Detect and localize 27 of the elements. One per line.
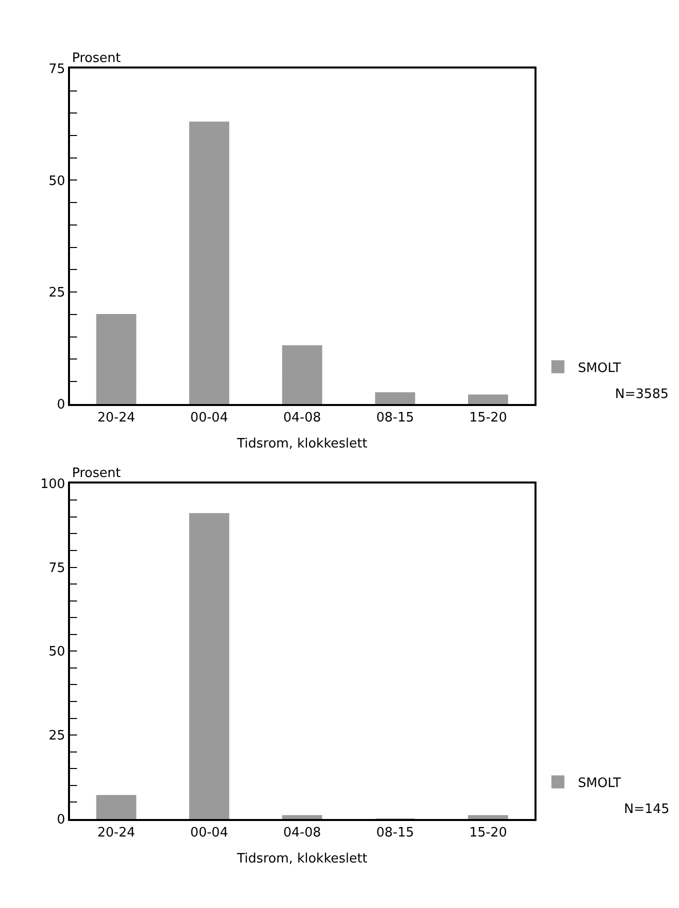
text: N=3585 xyxy=(615,387,669,402)
y-tick-label: 50 xyxy=(48,644,66,660)
y-tick-label: 0 xyxy=(56,812,66,828)
x-tick-label: 00-04 xyxy=(190,410,228,426)
y-tick-label: 100 xyxy=(40,476,66,492)
x-tick-label: 04-08 xyxy=(283,826,322,841)
y-tick-label: 75 xyxy=(48,62,66,77)
x-axis-title: Tidsrom, klokkeslett xyxy=(236,852,368,867)
y-tick-label: 25 xyxy=(48,286,66,301)
y-axis-title: Prosent xyxy=(72,466,121,481)
x-tick-label: 08-15 xyxy=(376,410,414,426)
x-tick-label: 15-20 xyxy=(469,410,507,426)
y-axis-title: Prosent xyxy=(72,51,121,66)
x-tick-label: 04-08 xyxy=(283,410,322,426)
x-tick-label: 20-24 xyxy=(97,826,136,841)
x-axis-title: Tidsrom, klokkeslett xyxy=(236,436,368,452)
legend-label: SMOLT xyxy=(578,776,622,791)
y-tick-label: 75 xyxy=(48,560,66,576)
text: N=145 xyxy=(624,802,670,817)
legend-label: SMOLT xyxy=(578,360,622,376)
x-tick-label: 08-15 xyxy=(376,826,414,841)
x-tick-label: 15-20 xyxy=(469,826,507,841)
y-tick-label: 0 xyxy=(56,397,66,412)
y-tick-label: 50 xyxy=(48,174,66,189)
y-tick-label: 25 xyxy=(48,728,66,744)
x-tick-label: 20-24 xyxy=(97,410,136,426)
x-tick-label: 00-04 xyxy=(190,826,228,841)
